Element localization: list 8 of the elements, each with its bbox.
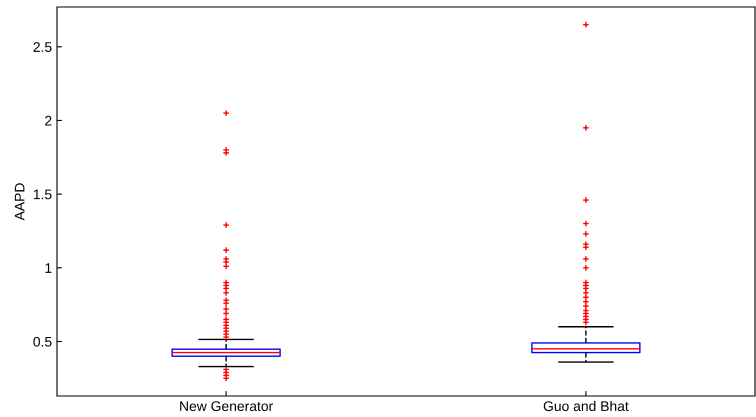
y-axis-title: AAPD xyxy=(14,183,24,220)
y-tick-label: 2.5 xyxy=(34,42,52,52)
y-tick-label: 1 xyxy=(45,263,52,273)
y-tick-label: 2 xyxy=(45,116,52,126)
x-tick-label: Guo and Bhat xyxy=(544,400,629,412)
x-tick-label: New Generator xyxy=(180,401,273,412)
y-tick-label: 0.5 xyxy=(33,336,52,347)
y-tick-label: 1.5 xyxy=(34,190,52,200)
